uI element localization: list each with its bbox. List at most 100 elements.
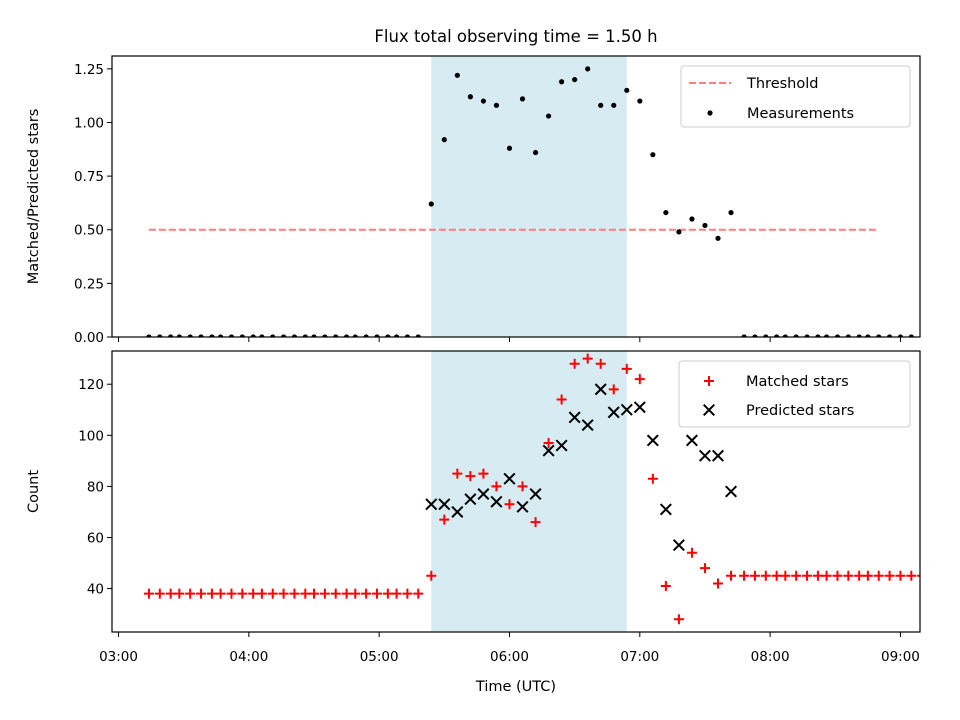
predicted-star-point: [725, 485, 738, 498]
matched-star-point: [595, 358, 606, 369]
y-tick-label: 0.50: [74, 223, 104, 239]
matched-star-point: [491, 481, 502, 492]
matched-star-point: [319, 588, 330, 599]
matched-star-point: [821, 570, 832, 581]
matched-star-point: [478, 468, 489, 479]
measurement-point: [168, 334, 174, 337]
measurement-point: [532, 149, 539, 156]
x-tick-label: 03:00: [99, 649, 138, 665]
bottom-panel: 40 60 80 100 120 03:00 04:00 05:00 06:00 07:00 08:…: [26, 350, 958, 665]
matched-star-point: [843, 570, 854, 581]
measurement-point: [908, 334, 914, 337]
measurement-point: [239, 334, 245, 337]
measurement-point: [804, 334, 810, 337]
measurement-point: [876, 334, 882, 337]
matched-star-point: [556, 394, 567, 405]
legend-box: [678, 360, 911, 428]
matched-star-point: [391, 588, 402, 599]
measurement-point: [333, 334, 339, 337]
measurement-point: [585, 66, 591, 72]
predicted-star-point: [711, 449, 725, 462]
measurement-point: [624, 87, 630, 93]
measurement-point: [752, 334, 758, 337]
measurement-point: [352, 334, 358, 337]
measurement-point: [415, 334, 421, 337]
x-tick-label: 04:00: [229, 649, 268, 665]
measurement-point: [715, 235, 721, 241]
matched-star-point: [812, 570, 823, 581]
matched-star-point: [413, 588, 424, 599]
predicted-star-point: [438, 498, 451, 511]
measurement-point: [886, 334, 893, 337]
observing-window-shade: [431, 351, 627, 632]
matched-star-point: [174, 588, 185, 599]
y-axis-label: Count: [26, 470, 42, 513]
measurement-point: [930, 334, 935, 339]
y-axis-label: Matched/Predicted stars: [26, 109, 42, 285]
matched-star-point: [739, 570, 750, 581]
y-tick-label: 40: [87, 582, 104, 598]
measurement-point: [611, 102, 617, 108]
matched-star-point: [760, 570, 771, 581]
y-tick-label: 60: [87, 530, 104, 546]
measurement-point: [689, 216, 695, 222]
predicted-star-point: [464, 493, 477, 506]
matched-star-point: [341, 588, 352, 599]
matched-star-point: [749, 570, 760, 581]
measurement-point: [559, 79, 565, 85]
matched-star-point: [465, 471, 476, 482]
chart-title: Flux total observing time = 1.50 h: [374, 27, 657, 46]
matched-star-point: [873, 570, 884, 581]
plot-marks: [146, 66, 935, 339]
measurement-point: [637, 98, 643, 104]
measurement-point: [322, 334, 328, 337]
measurement-point: [774, 334, 780, 337]
measurement-point: [250, 334, 256, 337]
predicted-star-point: [685, 434, 698, 447]
measurement-point: [856, 334, 862, 337]
matched-star-point: [621, 363, 632, 374]
x-tick-label: 09:00: [881, 649, 920, 665]
measurement-point: [343, 334, 350, 337]
measurement-point: [374, 334, 380, 337]
matched-star-point: [426, 570, 437, 581]
measurement-point: [702, 222, 708, 229]
y-tick-label: 120: [78, 377, 104, 393]
matched-star-point: [530, 517, 541, 528]
matched-star-point: [948, 571, 958, 581]
predicted-star-point: [542, 444, 555, 457]
matched-star-point: [215, 588, 226, 599]
matched-star-point: [154, 588, 165, 599]
y-tick-label: 0.25: [74, 276, 104, 292]
measurement-point: [218, 334, 224, 337]
measurement-point: [393, 334, 400, 337]
matched-star-point: [402, 588, 413, 599]
matched-star-point: [196, 588, 207, 599]
measurement-point: [815, 334, 821, 337]
predicted-star-point: [698, 449, 711, 462]
y-tick-label: 80: [87, 479, 104, 495]
x-axis-label: Time (UTC): [475, 679, 556, 695]
y-tick-label: 0.00: [74, 330, 104, 346]
matched-star-point: [517, 481, 528, 492]
matched-star-point: [884, 570, 895, 581]
measurement-point: [198, 334, 204, 337]
legend-predicted-label: Predicted stars: [746, 403, 854, 419]
measurement-point: [146, 334, 152, 337]
x-tick-label: 07:00: [620, 649, 659, 665]
matched-star-point: [267, 588, 278, 599]
measurement-point: [650, 152, 656, 158]
top-panel: 0.00 0.25 0.50 0.75 1.00 1.25 Matched/Predicte…: [26, 55, 935, 346]
measurement-point: [209, 334, 215, 337]
matched-star-point: [569, 358, 580, 369]
measurement-point: [865, 334, 871, 337]
measurement-point: [782, 334, 788, 337]
measurement-point: [428, 201, 434, 207]
matched-star-point: [673, 614, 684, 625]
measurement-point: [270, 334, 276, 337]
measurement-point: [493, 102, 500, 108]
matched-star-point: [832, 570, 843, 581]
measurement-point: [280, 334, 287, 337]
plot-marks: [143, 353, 958, 625]
